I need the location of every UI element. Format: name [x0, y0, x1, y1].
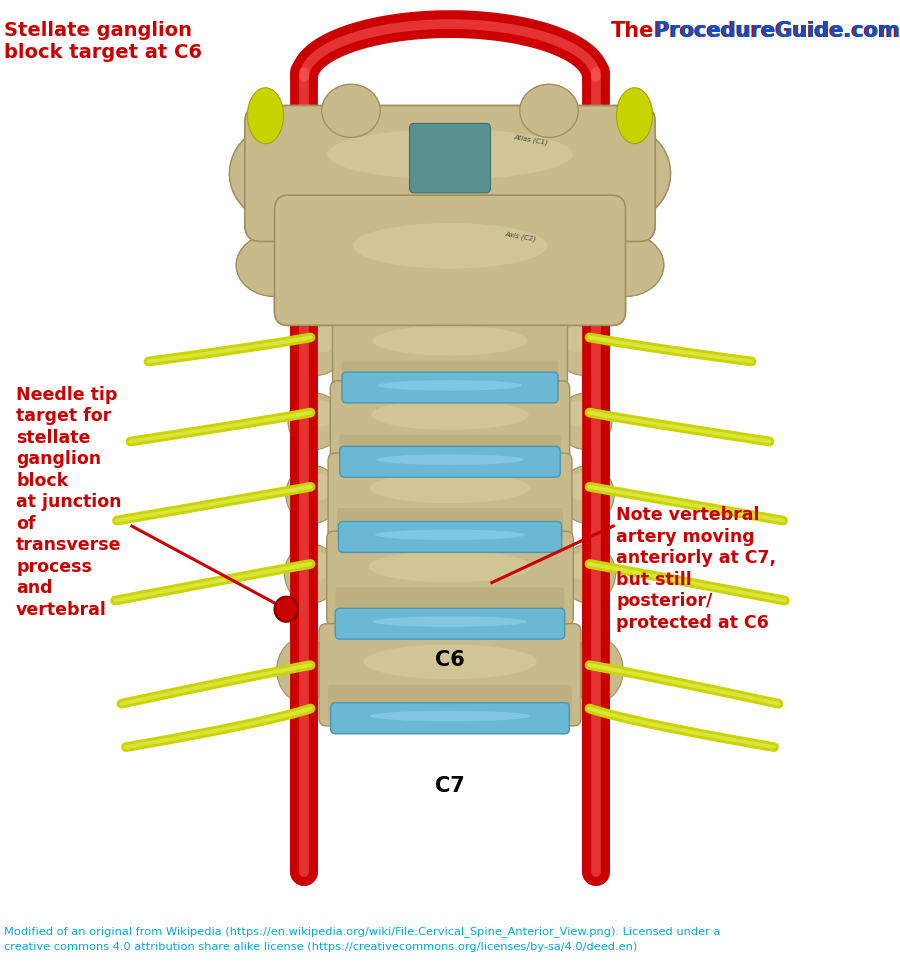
FancyBboxPatch shape: [245, 106, 655, 242]
Ellipse shape: [322, 85, 380, 137]
Ellipse shape: [375, 529, 525, 540]
FancyBboxPatch shape: [340, 446, 560, 477]
Ellipse shape: [621, 94, 639, 119]
Ellipse shape: [378, 380, 522, 390]
Ellipse shape: [248, 90, 284, 143]
FancyBboxPatch shape: [333, 307, 568, 397]
FancyBboxPatch shape: [335, 608, 565, 639]
Ellipse shape: [376, 454, 524, 465]
Ellipse shape: [261, 140, 315, 178]
Ellipse shape: [520, 85, 578, 137]
FancyBboxPatch shape: [328, 453, 572, 546]
Ellipse shape: [373, 616, 527, 627]
Text: Stellate ganglion
block target at C6: Stellate ganglion block target at C6: [4, 21, 202, 63]
Ellipse shape: [353, 223, 547, 269]
Ellipse shape: [569, 637, 623, 703]
Ellipse shape: [585, 140, 639, 178]
FancyBboxPatch shape: [342, 372, 558, 403]
FancyBboxPatch shape: [337, 508, 563, 541]
Ellipse shape: [328, 129, 573, 179]
Ellipse shape: [369, 550, 531, 582]
FancyBboxPatch shape: [340, 446, 560, 477]
FancyBboxPatch shape: [336, 587, 564, 621]
Ellipse shape: [328, 129, 573, 179]
Text: TheProcedureGuide.com: TheProcedureGuide.com: [611, 21, 900, 41]
Ellipse shape: [562, 544, 616, 603]
Circle shape: [274, 597, 298, 622]
Text: Note vertebral
artery moving
anteriorly at C7,
but still
posterior/
protected at: Note vertebral artery moving anteriorly …: [616, 506, 777, 631]
Ellipse shape: [364, 645, 536, 679]
FancyBboxPatch shape: [335, 608, 565, 639]
Ellipse shape: [370, 710, 530, 721]
Ellipse shape: [567, 473, 592, 500]
Ellipse shape: [310, 400, 335, 427]
FancyBboxPatch shape: [331, 703, 569, 734]
FancyBboxPatch shape: [342, 372, 558, 403]
Ellipse shape: [373, 326, 527, 356]
Ellipse shape: [560, 466, 614, 523]
Ellipse shape: [308, 473, 333, 500]
Ellipse shape: [572, 125, 670, 222]
Ellipse shape: [277, 637, 331, 703]
FancyBboxPatch shape: [274, 195, 626, 326]
Ellipse shape: [373, 616, 527, 627]
Text: Axis (C2): Axis (C2): [504, 214, 536, 228]
Ellipse shape: [286, 466, 340, 523]
Ellipse shape: [616, 90, 652, 143]
FancyBboxPatch shape: [245, 106, 655, 242]
FancyBboxPatch shape: [410, 125, 490, 193]
Ellipse shape: [236, 233, 313, 297]
FancyBboxPatch shape: [338, 522, 562, 552]
Ellipse shape: [587, 233, 664, 297]
Ellipse shape: [376, 454, 524, 465]
Text: C6: C6: [435, 651, 465, 670]
Text: Needle tip
target for
stellate
ganglion
block
at junction
of
transverse
process
: Needle tip target for stellate ganglion …: [16, 386, 122, 619]
Ellipse shape: [371, 400, 529, 430]
Text: C7: C7: [435, 776, 465, 795]
Text: creative commons 4.0 attribution share alike license (https://creativecommons.or: creative commons 4.0 attribution share a…: [4, 943, 638, 952]
FancyBboxPatch shape: [410, 123, 490, 193]
Ellipse shape: [353, 223, 547, 269]
Ellipse shape: [616, 88, 652, 144]
Ellipse shape: [322, 85, 380, 137]
FancyBboxPatch shape: [339, 435, 561, 467]
Ellipse shape: [556, 319, 610, 375]
Ellipse shape: [572, 125, 670, 222]
FancyBboxPatch shape: [327, 531, 573, 626]
Text: Modified of an original from Wikipedia (https://en.wikipedia.org/wiki/File:Cervi: Modified of an original from Wikipedia (…: [4, 926, 721, 937]
Ellipse shape: [520, 85, 578, 137]
FancyBboxPatch shape: [330, 381, 570, 471]
Ellipse shape: [576, 647, 601, 678]
Ellipse shape: [306, 552, 331, 579]
FancyBboxPatch shape: [274, 195, 626, 326]
Text: Atlas (C1): Atlas (C1): [513, 134, 548, 147]
Ellipse shape: [261, 94, 279, 119]
FancyBboxPatch shape: [331, 703, 569, 734]
Ellipse shape: [284, 544, 338, 603]
Ellipse shape: [230, 125, 328, 222]
Ellipse shape: [565, 400, 590, 427]
FancyBboxPatch shape: [342, 361, 558, 392]
Ellipse shape: [587, 233, 664, 297]
FancyBboxPatch shape: [338, 522, 562, 552]
Text: Axis (C2): Axis (C2): [504, 230, 536, 243]
Ellipse shape: [236, 233, 313, 297]
Text: ProcedureGuide.com: ProcedureGuide.com: [633, 21, 900, 41]
Ellipse shape: [562, 326, 589, 353]
Ellipse shape: [370, 472, 530, 503]
Ellipse shape: [288, 393, 342, 449]
FancyBboxPatch shape: [320, 624, 581, 726]
Ellipse shape: [291, 319, 345, 375]
Ellipse shape: [299, 647, 324, 678]
Ellipse shape: [558, 393, 612, 449]
Ellipse shape: [375, 529, 525, 540]
Ellipse shape: [378, 380, 522, 390]
FancyBboxPatch shape: [328, 684, 572, 721]
Ellipse shape: [569, 552, 594, 579]
Ellipse shape: [370, 710, 530, 721]
Ellipse shape: [248, 88, 284, 144]
Ellipse shape: [312, 326, 338, 353]
Ellipse shape: [230, 125, 328, 222]
